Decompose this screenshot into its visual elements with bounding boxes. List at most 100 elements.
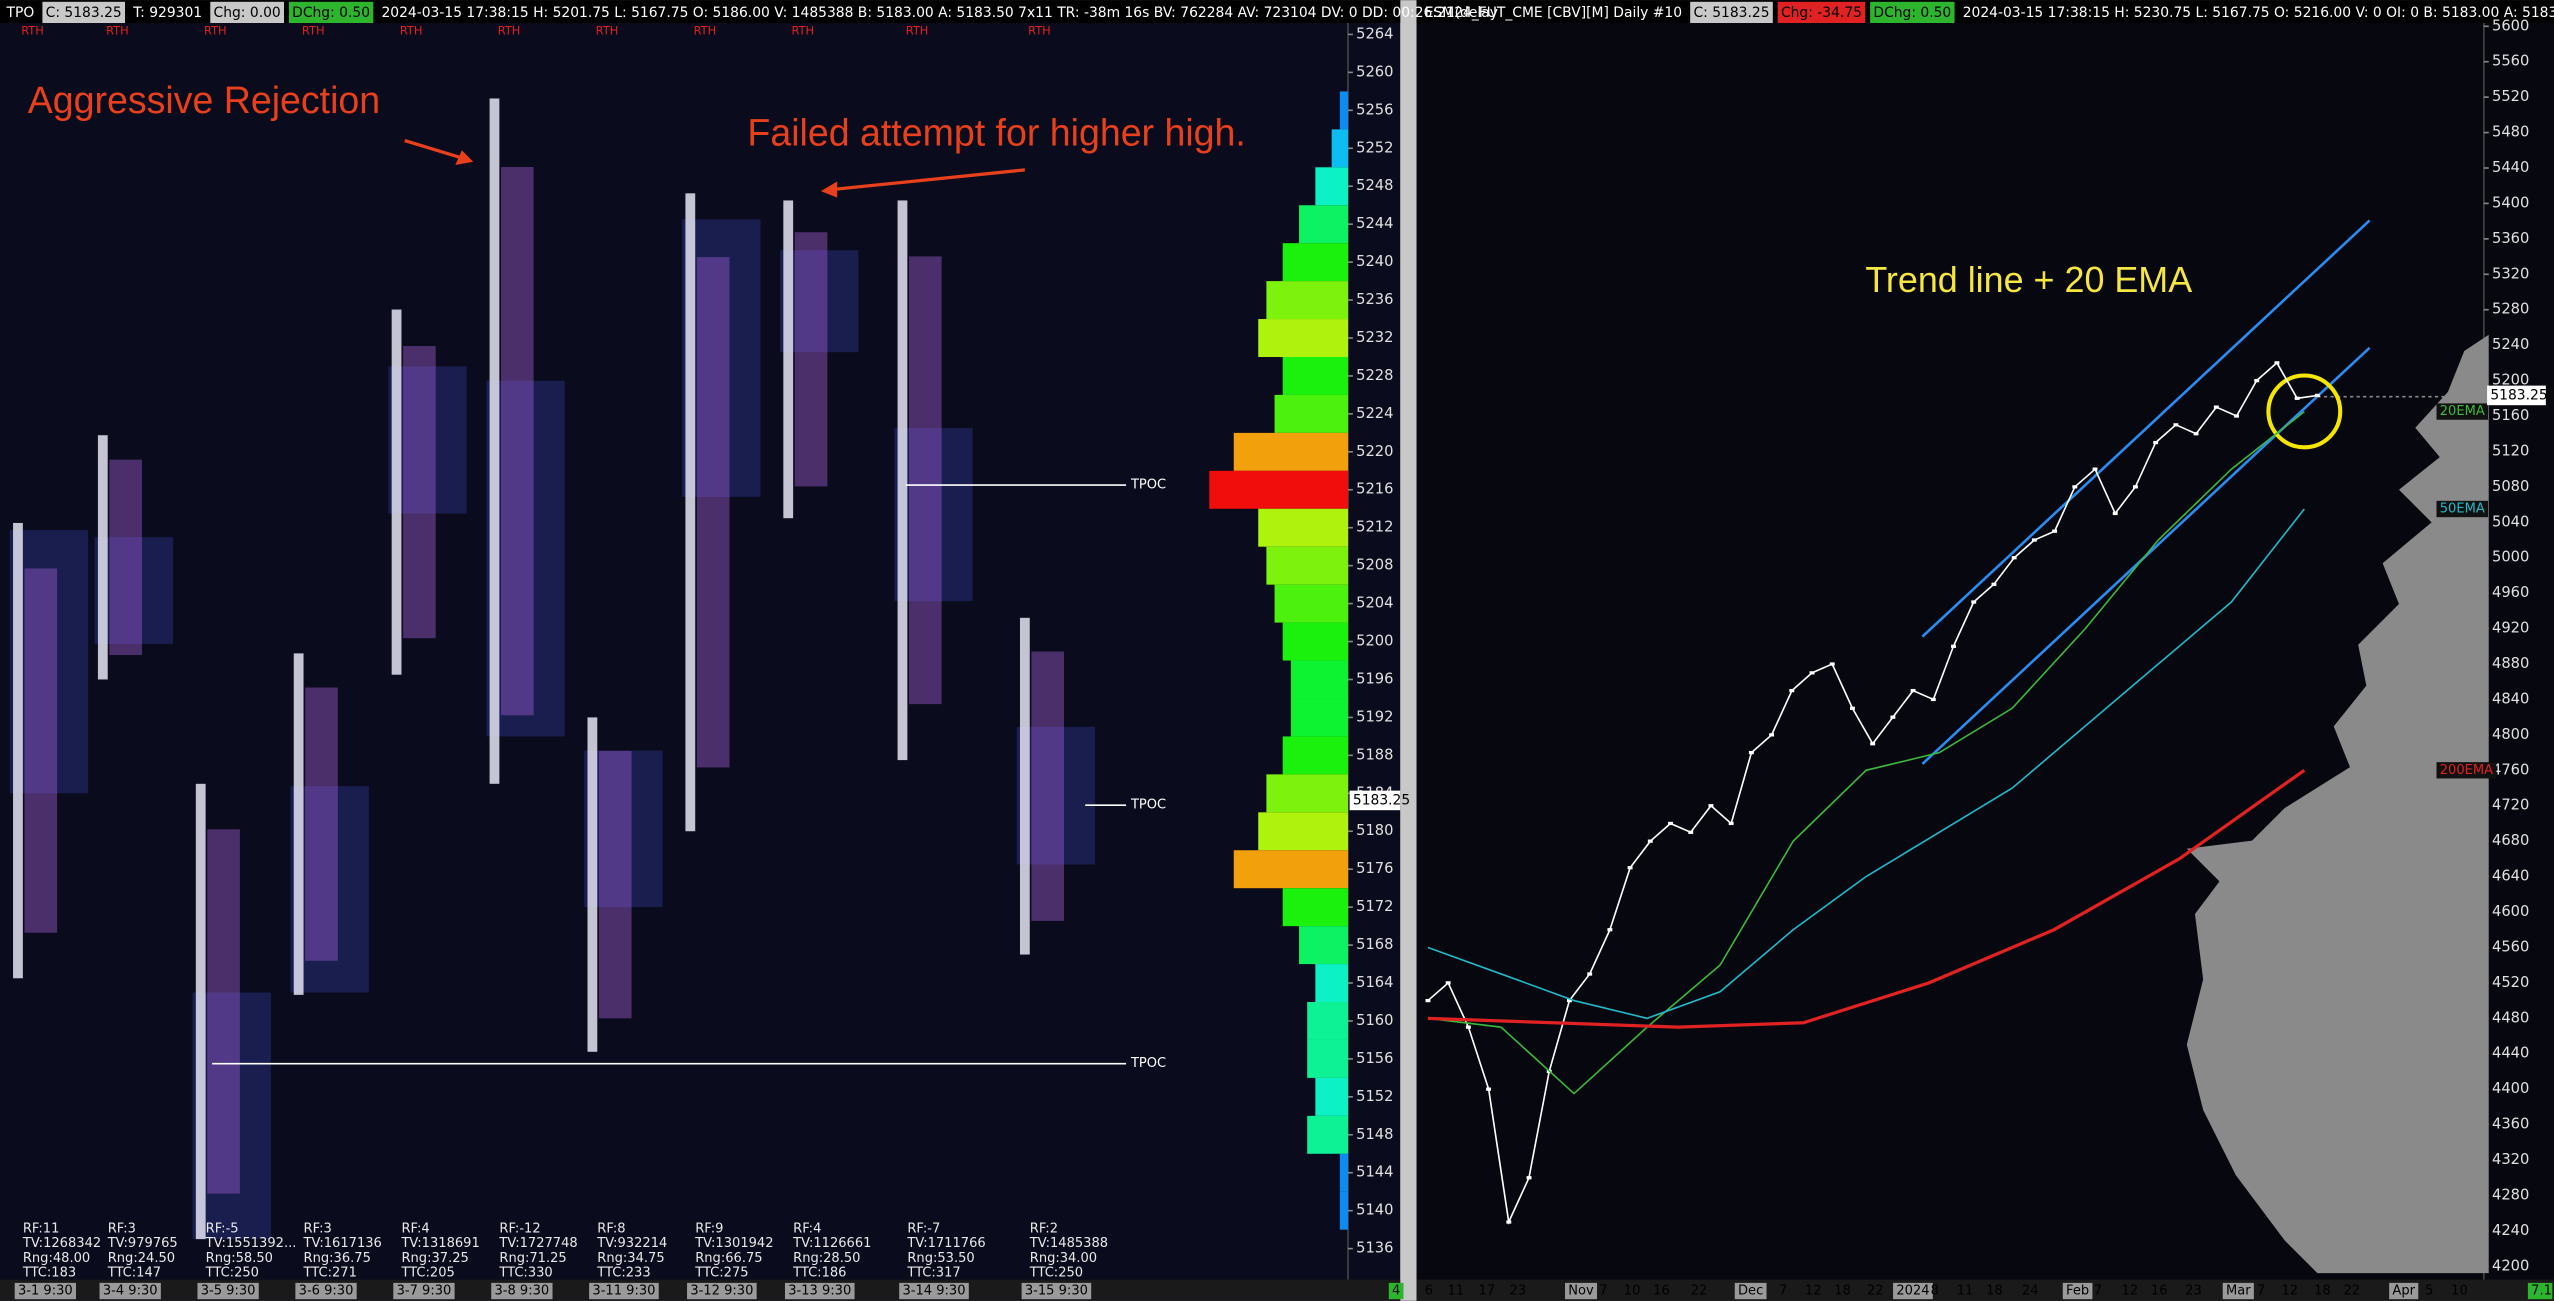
header-box [1870,1,1955,24]
session-date: 3-8 9:30 [494,1284,549,1299]
x-label: 5 [2425,1284,2433,1299]
close-tick [1890,715,1896,719]
price-label: 5164 [1356,974,1393,991]
tpo-column [783,200,794,519]
price-label: 5240 [1356,253,1393,270]
tpo-column-letters [305,687,338,961]
last-price-box [1349,790,1401,811]
price-label: 5188 [1356,746,1393,763]
tpo-column [897,200,908,761]
close-tick [1445,981,1451,985]
session-stat: RF:11 [23,1222,60,1237]
close-tick [1789,688,1795,693]
volume-bar [1315,1077,1348,1116]
x-label: 17 [1479,1284,1496,1299]
session-stat: TV:979765 [107,1236,178,1251]
x-label: Nov [1568,1284,1594,1299]
close-tick [2011,556,2017,560]
close-tick [2234,414,2239,418]
price-label: 4320 [2492,1151,2529,1168]
session-stat: TV:1268342 [22,1236,101,1251]
session-stat: RF:9 [695,1222,723,1237]
close-tick [1627,866,1633,870]
header-box [210,1,285,24]
tpoc-label: TPOC [1130,798,1166,813]
rth-label: RTH [791,24,814,38]
page-number: 4 [1392,1284,1400,1299]
tpo-column-letters [908,256,942,705]
volume-bar [1274,394,1348,433]
rth-label: RTH [498,24,521,38]
price-label: 5212 [1356,519,1393,536]
session-stat: TTC:233 [596,1266,650,1281]
x-label: 22 [1867,1284,1884,1299]
header-text: Chg: -34.75 [1781,5,1862,21]
price-label: 5224 [1356,405,1393,422]
x-label: Feb [2066,1284,2089,1299]
session-date: 3-14 9:30 [902,1284,965,1299]
session-stat: Rng:34.00 [1030,1251,1097,1266]
value-area [780,250,859,353]
tpo-column-letters [207,829,240,1194]
session-stat: TV:1711766 [906,1236,985,1251]
session-stat: TV:1485388 [1029,1236,1108,1251]
header-text: T: 929301 [132,5,202,21]
close-tick [1991,582,1997,586]
price-label: 4920 [2492,620,2529,637]
arrow-head [455,150,474,165]
volume-profile-silhouette [2186,334,2489,1274]
page-number: 7.1 [2531,1284,2552,1299]
close-tick [1728,821,1734,826]
price-label: 4400 [2492,1080,2529,1097]
tpo-column [587,717,598,1052]
price-label: 4280 [2492,1186,2529,1203]
price-label: 5156 [1356,1050,1393,1067]
ema-line [1427,768,2306,1029]
value-area [682,219,761,497]
session-date: 3-12 9:30 [690,1284,753,1299]
session-stat: RF:-12 [499,1222,540,1237]
session-date-box [784,1282,855,1300]
volume-bar [1299,205,1348,244]
x-label: 11 [1448,1284,1465,1299]
ema-label: 20EMA [2440,404,2485,419]
volume-bar [1282,736,1348,775]
close-tick [1526,1176,1532,1180]
session-stat: TTC:317 [906,1266,960,1281]
price-label: 4480 [2492,1009,2529,1026]
volume-bar [1290,660,1348,699]
price-label: 4960 [2492,584,2529,601]
volume-bar [1282,243,1348,282]
tpoc-label: TPOC [1130,1056,1166,1071]
close-tick [1769,733,1775,737]
x-label: 22 [1691,1284,1708,1299]
session-stat: TV:1617136 [303,1236,382,1251]
price-label: 5180 [1356,822,1393,839]
volume-bar [1266,774,1348,813]
session-date-box [99,1282,161,1300]
close-tick [2173,423,2179,427]
price-label: 5200 [2492,372,2529,389]
volume-bar [1331,129,1348,168]
session-date-box [687,1282,757,1300]
highlight-circle [2266,373,2343,450]
x-label-box [2062,1282,2093,1300]
session-stat: RF:2 [1030,1222,1058,1237]
close-tick [2153,440,2159,445]
volume-bar [1307,1002,1348,1040]
x-label: 16 [1653,1284,1670,1299]
session-stat: TV:1301942 [694,1236,773,1251]
session-stat: RF:4 [401,1222,429,1237]
session-date-box [197,1282,259,1300]
session-stat: TTC:330 [498,1266,552,1281]
volume-bar [1290,698,1348,737]
price-label: 5168 [1356,936,1393,953]
price-label: 4440 [2492,1045,2529,1062]
volume-bar [1266,281,1348,320]
price-label: 5264 [1356,25,1393,42]
rth-label: RTH [596,24,619,38]
ema-label-box [2436,403,2489,420]
annotation: Trend line + 20 EMA [1865,260,2192,300]
price-label: 4640 [2492,868,2529,885]
